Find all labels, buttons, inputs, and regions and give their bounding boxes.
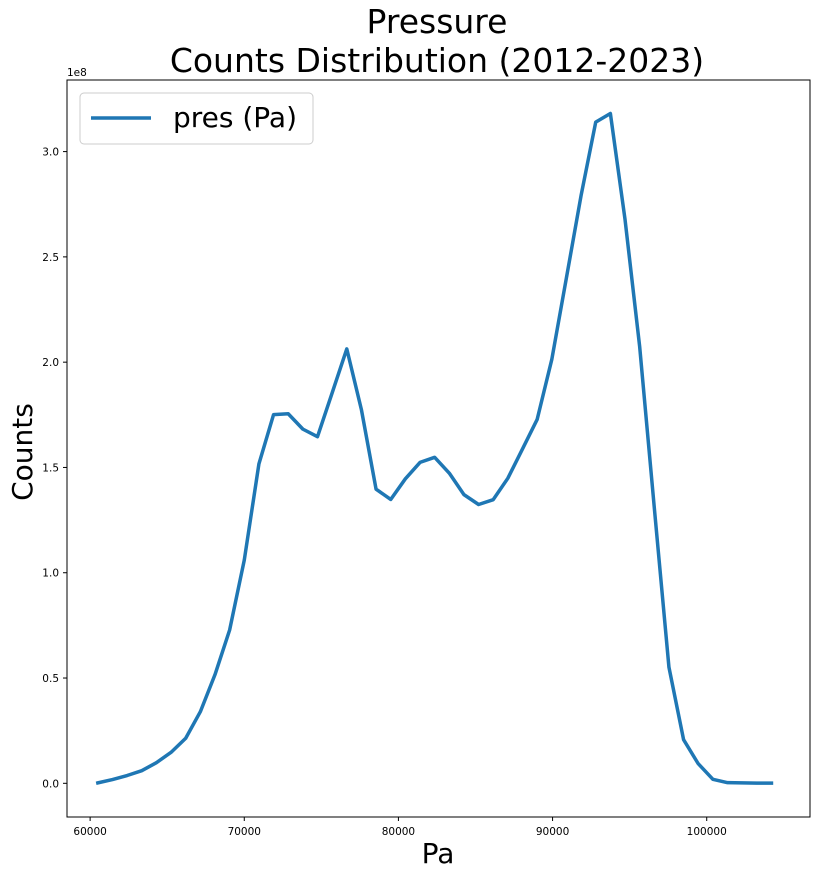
chart-title: Pressure [367, 2, 508, 41]
series-lines [95, 111, 774, 785]
legend-box [79, 92, 314, 145]
y-tick-label: 3.0 [42, 147, 59, 159]
y-axis-offset-label: 1e8 [67, 67, 87, 79]
y-axis-label: Counts [6, 403, 39, 501]
x-tick-label: 80000 [382, 826, 415, 838]
x-tick-label: 100000 [687, 826, 727, 838]
series-line-0 [95, 111, 774, 785]
y-tick-label: 2.5 [42, 252, 59, 264]
y-tick-label: 2.0 [42, 357, 59, 369]
x-axis-ticks: 60000 70000 80000 90000 100000 [73, 817, 727, 838]
x-axis-label: Pa [422, 837, 455, 870]
x-tick-label: 90000 [536, 826, 569, 838]
y-axis-ticks: 0.0 0.5 1.0 1.5 2.0 2.5 3.0 [42, 147, 67, 790]
x-tick-label: 60000 [73, 826, 106, 838]
legend: pres (Pa) [79, 92, 314, 145]
x-tick-label: 70000 [228, 826, 261, 838]
plot-area-frame [66, 79, 811, 818]
y-tick-label: 0.5 [42, 673, 59, 685]
y-tick-label: 1.0 [42, 568, 59, 580]
y-tick-label: 1.5 [42, 462, 59, 474]
legend-label-pres: pres (Pa) [173, 101, 297, 134]
y-tick-label: 0.0 [42, 778, 59, 790]
chart-subtitle: Counts Distribution (2012-2023) [170, 41, 704, 80]
